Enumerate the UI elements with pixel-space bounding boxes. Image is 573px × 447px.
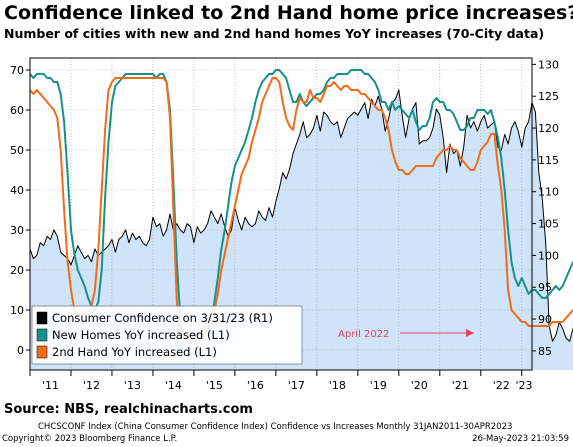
right-tick-label: 120 (538, 122, 559, 135)
left-tick-label: 60 (10, 104, 24, 117)
x-tick-label: '13 (124, 379, 141, 392)
right-tick-label: 85 (538, 345, 552, 358)
right-tick-label: 105 (538, 218, 559, 231)
left-tick-label: 20 (10, 264, 24, 277)
x-tick-label: '22 (493, 379, 510, 392)
x-tick-label: '12 (83, 379, 100, 392)
right-tick-label: 110 (538, 186, 559, 199)
chart-subtitle: Number of cities with new and 2nd hand h… (4, 26, 545, 41)
x-tick-label: '20 (411, 379, 428, 392)
copyright-note: Copyright© 2023 Bloomberg Finance L.P. (2, 434, 178, 444)
chart-canvas: 0 10 20 30 40 50 60 70 85 90 95 100 105 110 115 120 125 1… (10, 57, 573, 392)
right-tick-label: 100 (538, 249, 559, 262)
legend-box (31, 305, 303, 365)
timestamp: 26-May-2023 21:03:59 (472, 434, 569, 444)
left-tick-label: 50 (10, 144, 24, 157)
annotation-arrowhead (466, 329, 474, 337)
x-tick-label: '21 (452, 379, 469, 392)
left-tick-label: 70 (10, 64, 24, 77)
index-note: CHCSCONF Index (China Consumer Confidenc… (38, 422, 513, 432)
legend-label: New Homes YoY increased (L1) (52, 328, 230, 342)
x-tick-label: '17 (288, 379, 305, 392)
x-tick-label: '18 (329, 379, 346, 392)
series-line (29, 69, 573, 343)
left-tick-label: 30 (10, 224, 24, 237)
x-tick-label: '23 (515, 379, 532, 392)
x-tick-label: '14 (165, 379, 182, 392)
right-tick-label: 95 (538, 281, 552, 294)
left-tick-label: 40 (10, 184, 24, 197)
left-tick-label: 10 (10, 304, 24, 317)
x-tick-label: '11 (42, 379, 59, 392)
plot-frame (29, 57, 533, 371)
right-tick-label: 115 (538, 154, 559, 167)
annotation-label: April 2022 (338, 329, 389, 340)
legend-swatch (36, 345, 48, 359)
right-tick-label: 90 (538, 313, 552, 326)
chart-title: Confidence linked to 2nd Hand home price… (4, 2, 573, 24)
legend-label: 2nd Hand YoY increased (L1) (52, 345, 217, 359)
series-line (29, 77, 573, 347)
legend-swatch (36, 311, 48, 325)
legend-label: Consumer Confidence on 3/31/23 (R1) (52, 311, 273, 325)
x-tick-label: '15 (206, 379, 223, 392)
right-tick-label: 125 (538, 90, 559, 103)
right-tick-label: 130 (538, 58, 559, 71)
x-tick-label: '19 (370, 379, 387, 392)
legend-swatch (36, 328, 48, 342)
left-tick-label: 0 (17, 344, 24, 357)
confidence-area (30, 89, 573, 370)
series-line (29, 89, 573, 342)
source-note: Source: NBS, realchinacharts.com (4, 402, 253, 417)
x-tick-label: '16 (247, 379, 264, 392)
